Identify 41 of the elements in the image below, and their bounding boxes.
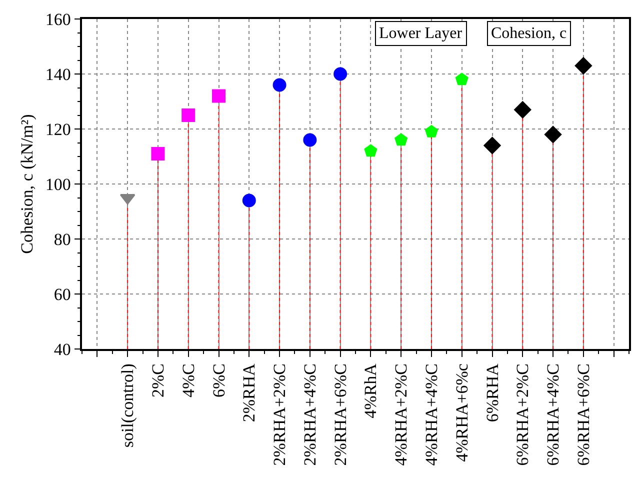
point	[484, 136, 501, 154]
point	[455, 72, 468, 86]
point	[242, 194, 256, 208]
x-tick-label: 6%RHA	[482, 362, 502, 422]
x-tick-label: 4%C	[178, 364, 198, 398]
y-tick-label: 160	[45, 10, 71, 29]
point	[544, 126, 562, 144]
x-tick-label: soil(control)	[118, 364, 138, 448]
point	[272, 78, 286, 92]
point	[514, 101, 532, 118]
point	[212, 89, 226, 103]
point	[303, 133, 317, 147]
x-tick-label: 4%RhA	[361, 362, 380, 418]
point	[364, 144, 378, 157]
x-tick-label: 4%RHA+2%C	[392, 364, 411, 466]
x-tick-label: 2%RHA+2%C	[270, 364, 290, 466]
annotation: Cohesion, c	[491, 25, 567, 42]
point	[151, 147, 165, 160]
x-tick-label: 2%RHA+6%C	[330, 364, 350, 466]
y-tick-label: 60	[54, 284, 71, 304]
x-tick-label: 2%RHA	[240, 362, 259, 422]
y-tick-label: 80	[54, 230, 71, 249]
y-tick-label: 100	[45, 174, 71, 194]
point	[182, 108, 196, 122]
annotation: Lower Layer	[379, 25, 463, 42]
point	[425, 125, 438, 138]
y-tick-label: 120	[45, 120, 71, 139]
point	[574, 57, 592, 74]
x-tick-label: 6%RHA+6%C	[574, 364, 593, 466]
x-tick-label: 6%RHA+2%C	[513, 364, 532, 466]
x-tick-label: 2%C	[148, 364, 168, 398]
y-tick-label: 140	[45, 64, 71, 84]
x-tick-label: 2%RHA+4%C	[300, 364, 320, 466]
x-tick-label: 4%RHA+4%C	[422, 364, 441, 466]
x-tick-label: 6%C	[209, 364, 228, 398]
y-axis-title: Cohesion, c (kN/m²)	[17, 114, 36, 254]
point	[394, 133, 408, 146]
y-tick-label: 40	[54, 340, 71, 359]
x-tick-label: 4%RHA+6%c	[452, 363, 472, 462]
point	[334, 67, 348, 81]
x-tick-label: 6%RHA+4%C	[544, 364, 563, 466]
